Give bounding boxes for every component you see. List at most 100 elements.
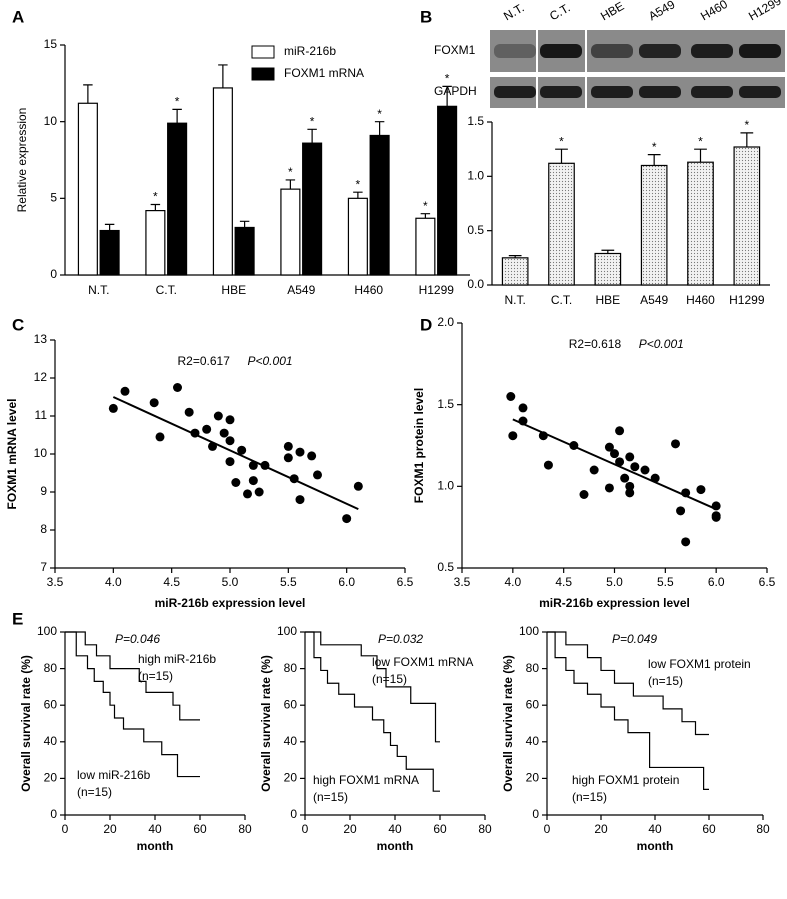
x-axis-label: miR-216b expression level [155,596,306,610]
curve-label: low FOXM1 mRNA [372,655,473,669]
y-tick-label: 100 [37,624,57,638]
error-bar [555,148,568,164]
x-tick-label: 40 [148,822,162,836]
point [711,512,721,522]
curve-label: high FOXM1 mRNA [313,773,419,787]
blot-band [739,86,781,98]
blot-band [739,44,781,58]
panel-letter: B [420,7,432,26]
x-tick-label: C.T. [551,293,572,307]
x-tick-label: 20 [343,822,357,836]
point [237,445,247,455]
point [283,441,293,451]
x-tick-label: A549 [640,293,668,307]
p-value-label: P<0.001 [248,354,293,368]
y-tick-label: 13 [34,332,48,346]
point [518,403,528,413]
bar [280,188,301,276]
curve-label: high miR-216b [138,652,216,666]
y-tick-label: 20 [526,771,540,785]
x-tick-label: 60 [433,822,447,836]
bar [145,210,166,276]
error-bar [353,191,363,199]
point [625,488,635,498]
survival-curve [305,631,440,792]
error-bar [694,148,707,163]
significance-marker: * [744,118,749,132]
point [615,426,625,436]
error-bar [218,64,228,88]
x-tick-label: 0 [544,822,551,836]
x-tick-label: 20 [594,822,608,836]
point [681,537,691,547]
y-tick-label: 11 [35,408,48,422]
x-axis-label: month [377,839,414,853]
legend-swatch [251,67,275,81]
survival-curve [305,631,440,743]
x-tick-label: H1299 [729,293,765,307]
x-tick-label: 4.0 [105,575,122,589]
curve-n-label: (n=15) [313,790,348,804]
point [579,490,589,499]
x-tick-label: H460 [354,283,383,297]
blot-lane-label: H460 [698,0,730,23]
error-bar [172,108,182,124]
error-bar [420,213,431,219]
y-tick-label: 60 [284,697,298,711]
point [508,431,518,441]
point [640,465,650,475]
x-tick-label: 5.0 [606,575,623,589]
error-bar [285,179,296,190]
curve-n-label: (n=15) [572,790,607,804]
blot-band [540,86,582,98]
y-tick-label: 0 [532,807,539,821]
point [248,476,258,486]
y-tick-label: 40 [526,734,540,748]
x-tick-label: 40 [648,822,662,836]
x-tick-label: H460 [686,293,715,307]
significance-marker: * [423,199,428,213]
bar [594,252,622,286]
point [243,489,252,499]
y-axis-label: Overall survival rate (%) [501,655,515,792]
error-bar [740,132,754,147]
bar [548,162,575,286]
blot-band [639,44,681,58]
x-tick-label: 80 [756,822,770,836]
error-bar [442,85,452,107]
survival-curve [547,631,709,790]
significance-marker: * [356,177,361,191]
point [155,432,165,442]
y-tick-label: 40 [284,734,298,748]
y-tick-label: 8 [40,522,47,536]
bar [234,226,255,276]
point [225,436,235,446]
point [254,487,264,497]
point [543,460,553,470]
point [610,449,619,459]
survival-curve [65,631,200,721]
blot-background [490,30,785,72]
point [630,462,640,472]
curve-n-label: (n=15) [77,785,112,799]
legend-label: miR-216b [284,44,336,58]
stat-label: R2=0.617 [178,354,231,368]
panel-letter: D [420,315,432,334]
bar [415,217,436,276]
survival-curve [547,631,709,736]
x-tick-label: 40 [388,822,402,836]
bar [369,134,390,276]
error-bar [83,84,93,104]
x-tick-label: 3.5 [454,575,471,589]
y-axis-label: Relative expression [15,108,29,213]
point [342,514,352,524]
point [313,470,322,480]
x-tick-label: 3.5 [47,575,64,589]
y-axis-label: Relative protein intensity [442,138,456,269]
error-bar [508,255,522,258]
point [604,442,614,452]
significance-marker: * [175,95,180,109]
point [625,452,635,462]
y-tick-label: 10 [34,446,48,460]
curve-n-label: (n=15) [138,669,173,683]
